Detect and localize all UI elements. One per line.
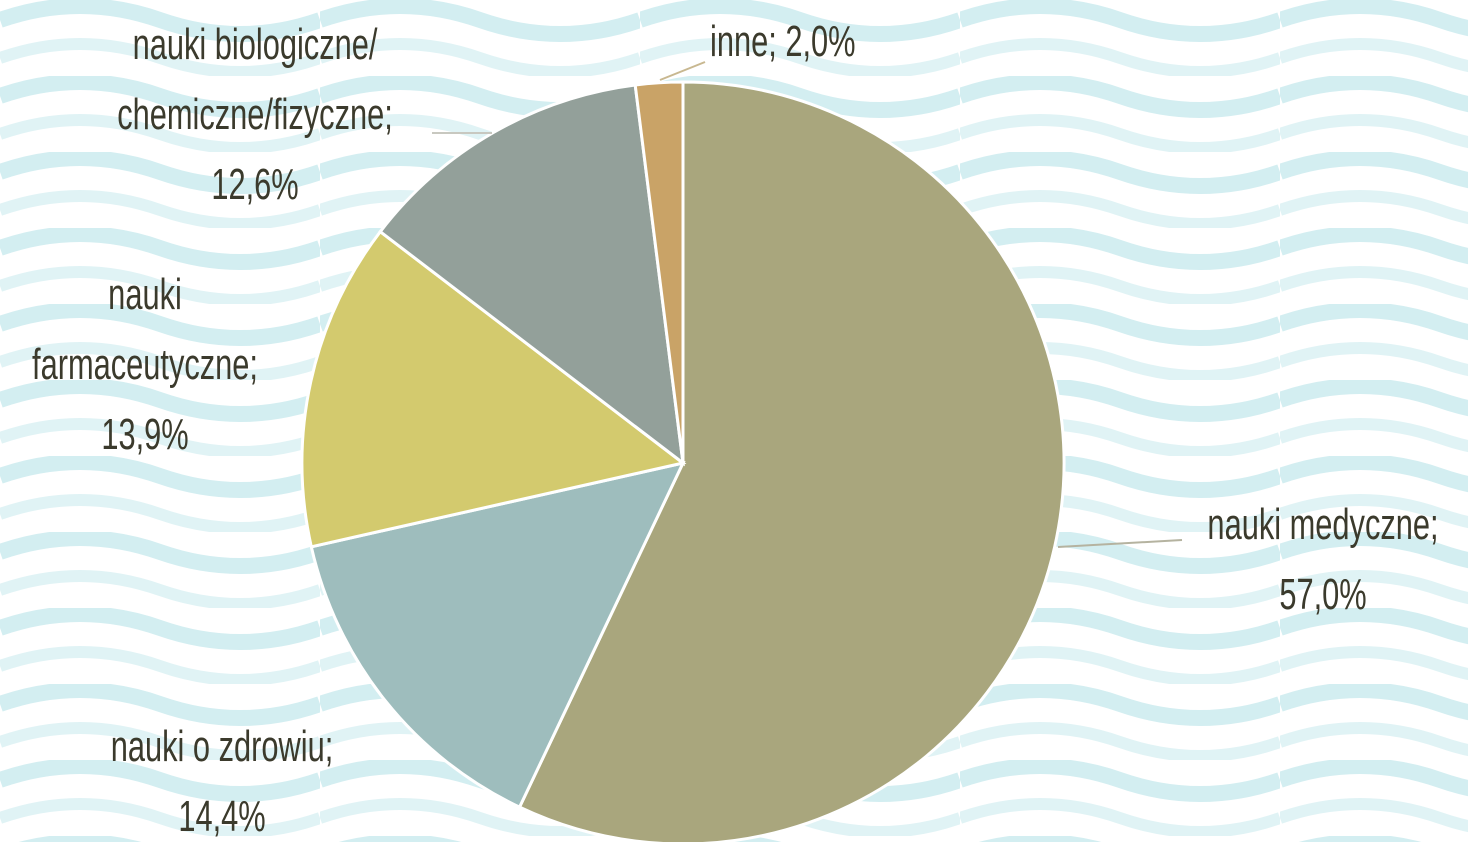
value-label: 12,6%: [211, 160, 299, 209]
pie: [300, 80, 1066, 842]
data-label: nauki farmaceutyczne; 13,9%: [5, 260, 285, 470]
pie-slice: [633, 80, 685, 464]
pie-slice: [378, 83, 685, 467]
category-label: nauki o zdrowiu;: [110, 722, 334, 771]
data-label: nauki o zdrowiu; 14,4%: [75, 712, 369, 852]
value-label: 13,9%: [101, 410, 189, 459]
value-label: 57,0%: [1279, 570, 1367, 619]
category-label: nauki biologiczne/ chemiczne/fizyczne;: [117, 20, 393, 139]
pie-slice: [309, 460, 686, 810]
pie-slice: [300, 229, 687, 549]
category-label: inne;: [710, 17, 777, 66]
data-label: nauki medyczne; 57,0%: [1176, 490, 1468, 630]
data-label: inne; 2,0%: [710, 7, 1130, 77]
pie-slice: [517, 80, 1066, 842]
value-label: 14,4%: [178, 792, 266, 841]
value-label: 2,0%: [785, 17, 856, 66]
category-label: nauki medyczne;: [1207, 500, 1439, 549]
category-label: nauki farmaceutyczne;: [32, 270, 258, 389]
data-label: nauki biologiczne/ chemiczne/fizyczne; 1…: [91, 10, 420, 220]
leader-line: [659, 61, 706, 81]
leader-line: [1057, 539, 1183, 548]
